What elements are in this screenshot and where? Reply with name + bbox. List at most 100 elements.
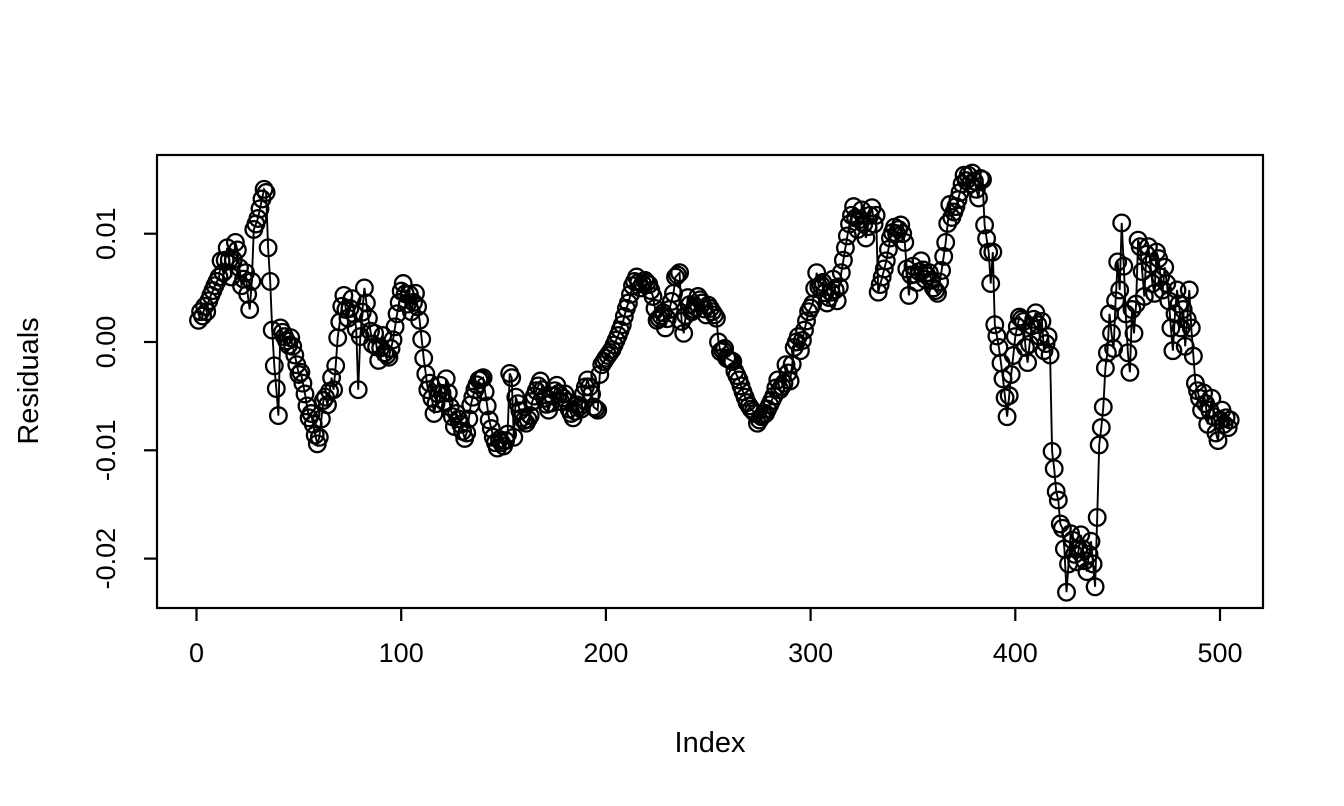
data-point-marker [985, 315, 1005, 335]
data-point-marker [668, 265, 687, 285]
data-point-marker [1044, 459, 1064, 479]
data-point-marker [670, 263, 690, 283]
x-axis-title: Index [675, 727, 746, 759]
data-point-marker [1177, 309, 1197, 329]
data-point-marker [1005, 327, 1025, 347]
data-point-marker [788, 327, 808, 347]
data-point-marker [475, 382, 495, 402]
data-point-marker [973, 170, 992, 190]
data-point-marker [866, 205, 886, 225]
data-point-marker [923, 278, 943, 298]
data-point-marker [932, 261, 952, 280]
data-point-marker [856, 228, 876, 248]
data-point-marker [837, 226, 857, 246]
data-point-marker [1110, 280, 1130, 300]
data-point-marker [876, 251, 896, 271]
data-point-marker [293, 373, 313, 393]
data-point-marker [969, 188, 988, 208]
data-point-marker [975, 215, 995, 235]
data-point-marker [1085, 577, 1105, 597]
data-point-marker [340, 298, 360, 318]
data-point-marker [1091, 418, 1111, 438]
data-point-marker [1038, 327, 1058, 347]
data-point-marker [797, 311, 816, 331]
plot-border [155, 153, 1265, 610]
data-point-marker [426, 394, 446, 414]
data-point-marker [1028, 315, 1048, 335]
data-point-marker [706, 308, 726, 328]
data-point-marker [1218, 418, 1238, 438]
data-point-marker [393, 274, 413, 293]
data-point-marker [983, 242, 1003, 262]
data-point-marker [1161, 318, 1181, 338]
data-point-marker [666, 267, 685, 287]
data-point-marker [324, 380, 344, 400]
x-tick-label: 0 [189, 638, 204, 668]
data-point-marker [248, 209, 268, 228]
data-point-marker [795, 320, 814, 340]
data-point-marker [289, 365, 309, 384]
data-point-marker [424, 404, 444, 423]
data-point-marker [1122, 300, 1142, 319]
data-point-marker [635, 270, 655, 290]
data-point-marker [1145, 283, 1164, 303]
data-point-marker [1151, 267, 1171, 287]
x-tick-label: 200 [583, 638, 628, 668]
data-point-marker [1071, 525, 1091, 545]
data-point-marker [655, 318, 675, 338]
data-point-marker [477, 396, 497, 416]
data-point-marker [1183, 346, 1203, 366]
data-point-marker [833, 250, 853, 270]
data-point-marker [1167, 280, 1187, 300]
data-point-marker [831, 263, 851, 283]
data-point-marker [807, 263, 827, 283]
data-point-marker [385, 317, 405, 337]
data-point-marker [1179, 280, 1199, 300]
data-point-marker [1040, 345, 1060, 365]
y-axis-title: Residuals [13, 317, 45, 444]
data-point-marker [381, 339, 401, 358]
data-point-marker [348, 380, 368, 400]
data-point-marker [242, 271, 262, 291]
data-point-marker [258, 238, 278, 258]
data-point-marker [778, 363, 798, 383]
data-point-marker [1114, 256, 1134, 276]
data-point-marker [260, 271, 280, 291]
data-point-marker [960, 174, 980, 194]
data-point-marker [383, 330, 403, 350]
data-point-marker [508, 394, 528, 414]
data-point-marker [266, 379, 286, 399]
data-point-marker [230, 258, 249, 278]
data-point-marker [410, 310, 430, 330]
data-point-marker [406, 283, 425, 303]
data-point-marker [1018, 353, 1038, 373]
data-point-marker [291, 362, 311, 382]
data-point-marker [256, 183, 276, 202]
data-point-marker [352, 302, 372, 322]
data-point-marker [1202, 388, 1222, 408]
data-point-marker [827, 291, 847, 311]
data-point-marker [473, 368, 493, 388]
data-point-marker [225, 232, 245, 252]
data-point-marker [643, 287, 663, 306]
data-point-marker [434, 392, 454, 412]
data-point-marker [250, 199, 270, 219]
data-point-marker [520, 406, 540, 426]
data-point-marker [966, 179, 986, 199]
data-point-marker [1106, 291, 1126, 311]
data-point-marker [1046, 482, 1066, 501]
data-point-marker [240, 300, 260, 319]
data-point-marker [1220, 410, 1240, 430]
data-point-marker [926, 281, 945, 301]
data-point-marker [874, 259, 894, 279]
data-point-marker [590, 365, 610, 384]
data-point-marker [1081, 531, 1101, 551]
data-point-marker [457, 423, 477, 443]
data-point-marker [285, 345, 305, 365]
y-tick-label: 0.00 [91, 316, 121, 369]
data-point-marker [936, 232, 956, 252]
data-point-marker [997, 407, 1017, 427]
y-axis: 0.01 0.00 -0.01 -0.02 [91, 207, 157, 589]
